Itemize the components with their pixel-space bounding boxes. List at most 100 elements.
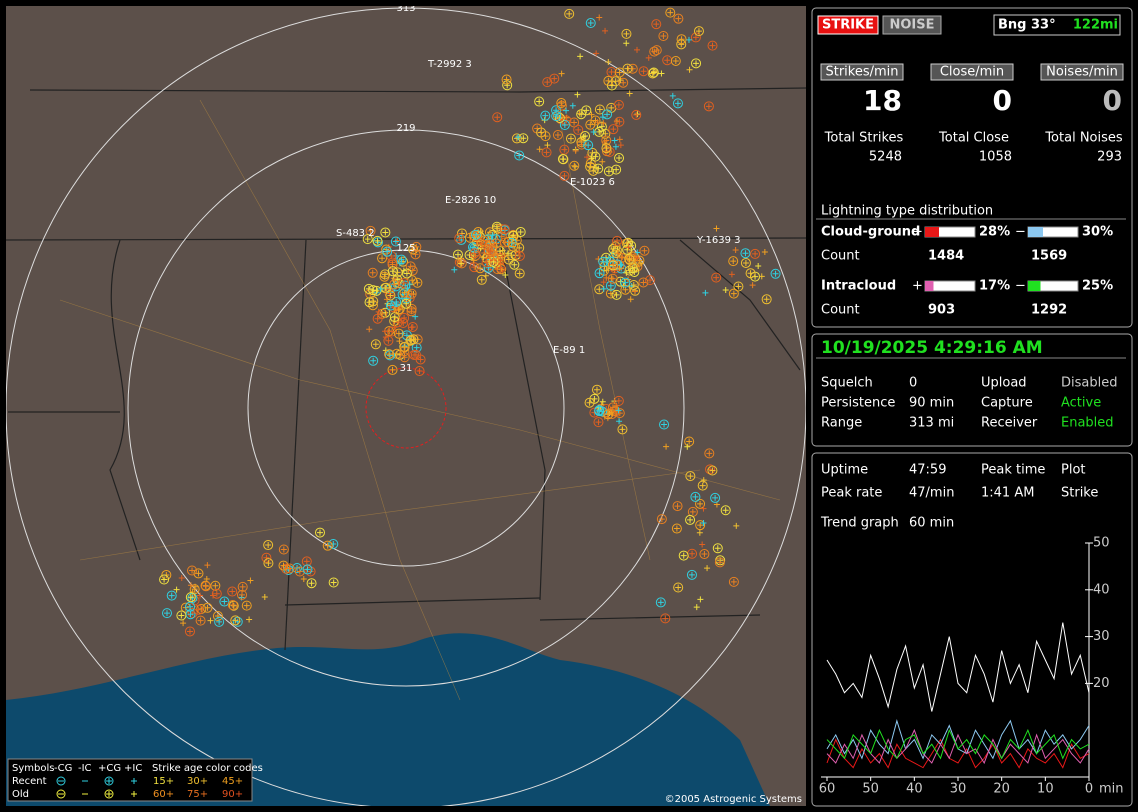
strike-symbol xyxy=(699,541,706,548)
strike-symbol xyxy=(556,115,563,122)
strike-symbol xyxy=(393,350,400,357)
strike-symbol xyxy=(470,257,477,264)
setting-cell: Enabled xyxy=(1061,416,1114,431)
strike-symbol xyxy=(265,560,272,567)
strike-symbol xyxy=(586,399,593,406)
strike-symbol xyxy=(608,259,619,270)
strike-symbol xyxy=(618,254,625,261)
strike-symbol xyxy=(476,238,487,249)
strike-symbol xyxy=(202,583,209,590)
rate-value: 0 xyxy=(993,84,1012,117)
strike-symbol xyxy=(710,492,721,503)
strike-symbol xyxy=(401,314,408,321)
strike-symbol xyxy=(374,237,381,244)
strike-symbol xyxy=(558,102,565,109)
stat-cell: Peak rate xyxy=(821,486,882,501)
strike-symbol xyxy=(495,262,506,273)
strike-symbol xyxy=(515,226,526,237)
age-code: 45+ xyxy=(222,776,243,787)
strike-symbol xyxy=(503,254,514,265)
strike-symbol xyxy=(509,259,520,270)
strike-symbol xyxy=(395,306,402,313)
strike-symbol xyxy=(406,288,417,299)
strike-symbol xyxy=(229,601,236,608)
strike-symbol xyxy=(605,77,612,84)
strike-symbol xyxy=(622,286,629,293)
strike-symbol xyxy=(364,297,375,308)
strike-symbol xyxy=(704,565,711,572)
strike-symbol xyxy=(633,111,640,118)
strike-symbol xyxy=(159,574,170,585)
strike-symbol xyxy=(554,131,561,138)
strike-symbol xyxy=(478,276,485,283)
strike-symbol xyxy=(684,443,691,450)
strike-symbol xyxy=(396,254,407,265)
strike-symbol xyxy=(161,608,172,619)
strike-symbol xyxy=(186,628,193,635)
strike-symbol xyxy=(610,76,621,87)
bar-fill xyxy=(1028,227,1043,237)
x-tick-label: 0 xyxy=(1085,782,1093,797)
strike-symbol xyxy=(368,355,379,366)
strike-symbol xyxy=(475,263,486,274)
setting-cell: Range xyxy=(821,416,862,431)
strike-symbol xyxy=(617,424,628,435)
strike-symbol xyxy=(658,31,669,42)
range-label: 125 xyxy=(396,243,415,254)
strike-symbol xyxy=(410,249,421,260)
strike-symbol xyxy=(692,34,699,41)
strike-symbol xyxy=(593,417,604,428)
strike-symbol xyxy=(712,543,723,554)
strike-symbol xyxy=(308,580,315,587)
strike-symbol xyxy=(465,232,476,243)
strike-symbol xyxy=(241,600,252,611)
strike-symbol xyxy=(476,274,487,285)
y-tick-label: 20 xyxy=(1093,676,1110,691)
strike-symbol xyxy=(374,315,381,322)
strike-symbol xyxy=(661,421,668,428)
strike-symbol xyxy=(732,246,739,253)
strike-symbol xyxy=(395,330,402,337)
bar-fill xyxy=(925,227,939,237)
strike-symbol xyxy=(195,606,202,613)
sign: + xyxy=(912,279,923,294)
strike-symbol xyxy=(227,586,238,597)
strike-symbol xyxy=(603,145,610,152)
strike-symbol xyxy=(214,613,221,620)
x-tick-label: 30 xyxy=(950,782,967,797)
state-borders xyxy=(6,87,806,651)
trend-label: Trend graph xyxy=(820,516,899,531)
copyright: ©2005 Astrogenic Systems xyxy=(665,794,802,805)
strike-symbol xyxy=(657,599,664,606)
strike-symbol xyxy=(413,243,420,250)
strike-symbol xyxy=(596,106,603,113)
strike-symbol xyxy=(534,96,545,107)
strike-symbol xyxy=(670,55,681,66)
strike-symbol xyxy=(414,279,421,286)
strike-symbol xyxy=(306,578,317,589)
strike-symbol xyxy=(497,264,504,271)
strike-symbol xyxy=(623,269,630,276)
strike-symbol xyxy=(511,235,522,246)
strike-symbol xyxy=(457,260,464,267)
strike-symbol xyxy=(596,14,603,21)
strike-symbol xyxy=(502,80,513,91)
strike-symbol xyxy=(596,407,603,414)
strike-symbol xyxy=(709,42,716,49)
strike-symbol xyxy=(193,568,204,579)
count: 903 xyxy=(928,303,955,318)
age-code: 15+ xyxy=(153,776,174,787)
strike-symbol xyxy=(195,570,202,577)
strike-symbol xyxy=(612,235,623,246)
storm-label: E-2826 10 xyxy=(445,195,496,206)
strike-symbol xyxy=(600,285,607,292)
strike-symbol xyxy=(615,397,622,404)
strike-symbol xyxy=(203,575,210,582)
strike-symbol xyxy=(645,275,656,286)
strike-symbol xyxy=(728,271,735,278)
strike-symbol xyxy=(596,121,607,132)
settings: Squelch 0 Upload Disabled Persistence 90 min C… xyxy=(821,376,1117,431)
strike-symbol xyxy=(697,480,708,491)
strike-symbol xyxy=(305,566,316,577)
strike-symbol xyxy=(702,289,709,296)
